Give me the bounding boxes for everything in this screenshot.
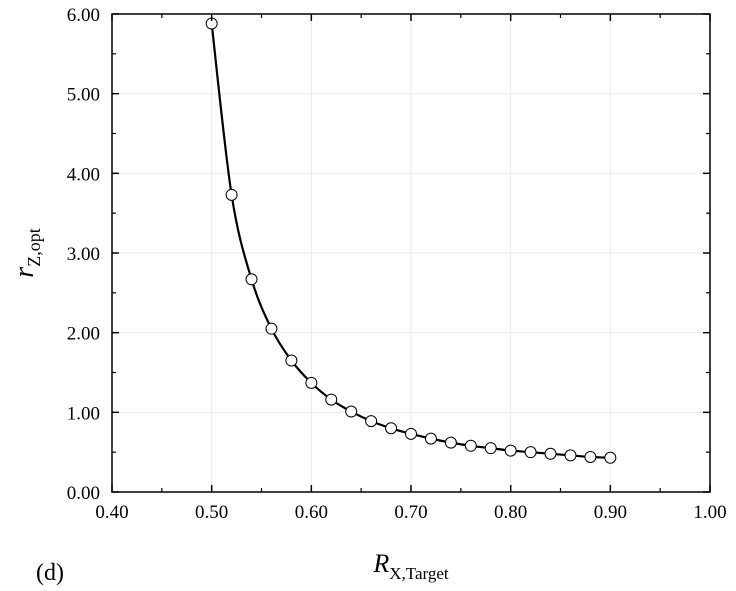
y-tick-label: 3.00 — [67, 244, 100, 265]
panel-label: (d) — [36, 560, 64, 586]
x-tick-label: 0.70 — [394, 502, 427, 523]
y-tick-label: 5.00 — [67, 85, 100, 106]
y-tick-label: 0.00 — [67, 483, 100, 504]
data-point — [584, 450, 597, 463]
data-point — [544, 447, 557, 460]
x-axis-title: RX,Target — [372, 549, 449, 583]
series-line — [210, 23, 611, 459]
y-axis-title-main: r — [9, 267, 40, 278]
data-point — [265, 322, 278, 335]
ticks: 0.40 0.50 0.60 0.70 0.80 0.90 1.00 0.00 1.00 2.00… — [67, 5, 727, 523]
data-point — [504, 444, 517, 457]
data-point — [285, 354, 298, 367]
grid — [111, 13, 711, 493]
data-point — [464, 439, 477, 452]
data-point — [484, 442, 497, 455]
y-tick-label: 6.00 — [67, 5, 100, 26]
x-tick-label: 0.90 — [594, 502, 627, 523]
data-point — [524, 446, 537, 459]
y-tick-label: 2.00 — [67, 324, 100, 345]
data-point — [325, 393, 338, 406]
data-point — [444, 436, 457, 449]
x-axis-title-main: R — [372, 549, 389, 578]
y-tick-label: 4.00 — [67, 164, 100, 185]
x-tick-label: 0.40 — [95, 502, 128, 523]
data-point — [305, 376, 318, 389]
x-tick-label: 0.80 — [494, 502, 527, 523]
x-tick-label: 0.60 — [295, 502, 328, 523]
data-point — [405, 427, 417, 440]
data-point — [424, 432, 437, 445]
data-point — [245, 273, 258, 286]
x-tick-label: 1.00 — [693, 502, 726, 523]
data-point — [604, 451, 617, 464]
y-axis-title-sub: Z,opt — [24, 228, 44, 267]
data-point — [564, 449, 577, 462]
data-point — [345, 405, 358, 418]
markers — [205, 17, 617, 464]
data-point — [385, 422, 398, 435]
data-point — [365, 415, 378, 428]
svg-text:rZ,opt: rZ,opt — [9, 228, 44, 277]
y-axis-title: rZ,opt — [9, 228, 44, 277]
series-line-path — [210, 23, 611, 459]
x-axis-title-sub: X,Target — [389, 564, 449, 583]
data-point — [225, 188, 238, 201]
y-tick-label: 1.00 — [67, 403, 100, 424]
x-tick-label: 0.50 — [195, 502, 228, 523]
